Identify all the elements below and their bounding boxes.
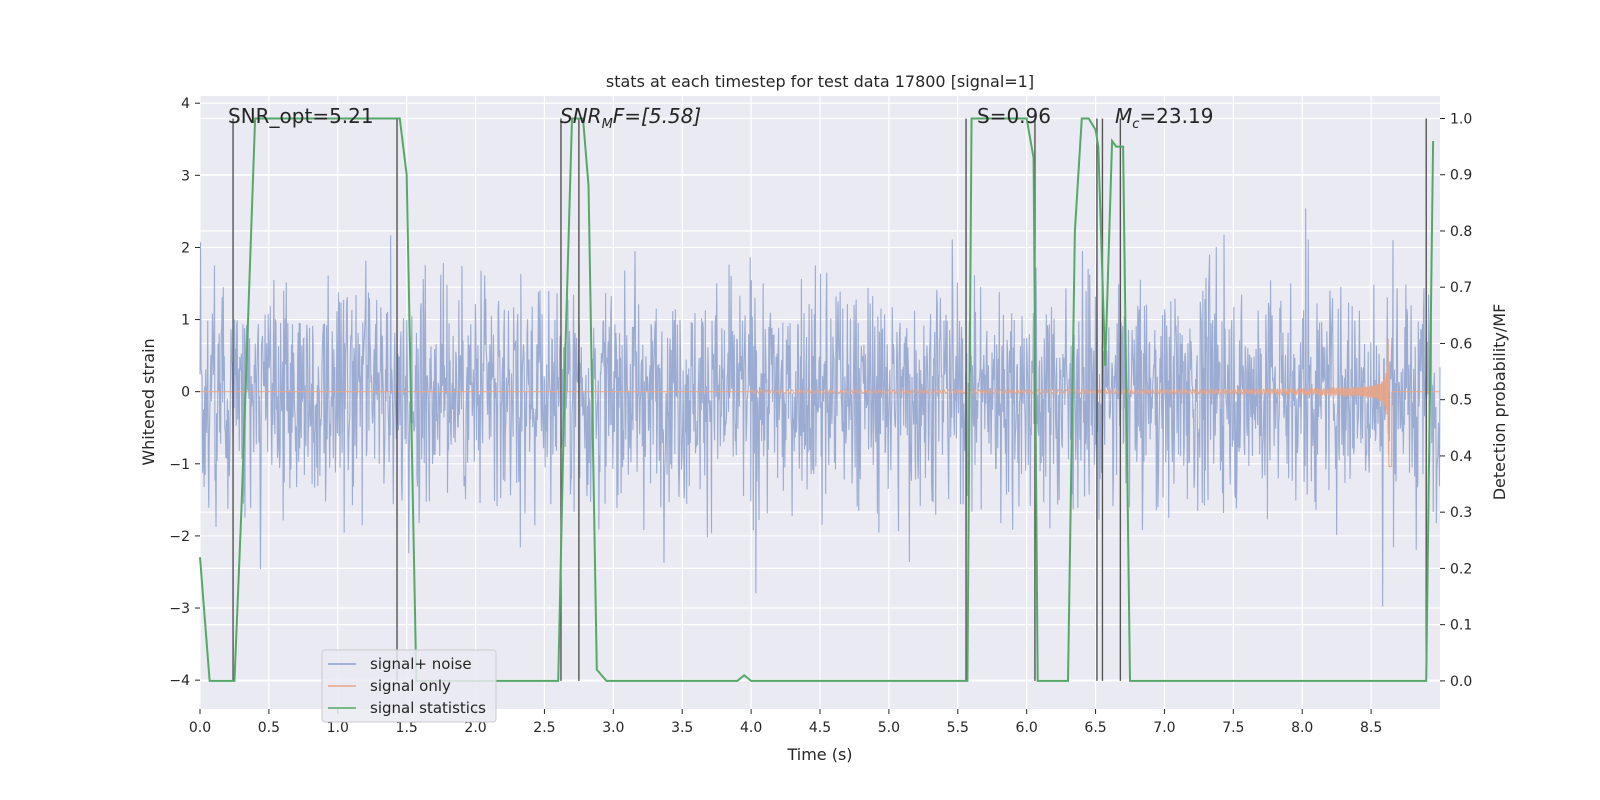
annotation-snr-opt: SNR_opt=5.21 xyxy=(228,104,374,128)
x-tick-label-16: 8.0 xyxy=(1291,720,1313,736)
x-axis-label: Time (s) xyxy=(786,745,852,764)
x-tick-label-14: 7.0 xyxy=(1153,720,1175,736)
y-left-tick-label-8: 4 xyxy=(181,96,190,112)
chart-title: stats at each timestep for test data 178… xyxy=(606,72,1034,91)
x-tick-label-5: 2.5 xyxy=(533,720,555,736)
x-tick-label-8: 4.0 xyxy=(740,720,762,736)
y-left-tick-label-1: −3 xyxy=(169,601,190,617)
signal-statistics-series xyxy=(199,117,1435,682)
y-left-axis-ticks: −4 −3 −2 −1 0 1 2 3 4 xyxy=(169,96,200,689)
y-left-tick-label-6: 2 xyxy=(181,240,190,256)
y-right-tick-label-2: 0.2 xyxy=(1450,561,1472,577)
annotation-mc: Mc=23.19 xyxy=(1115,104,1213,132)
x-tick-label-12: 6.0 xyxy=(1016,720,1038,736)
legend-label-stats: signal statistics xyxy=(370,699,486,717)
x-tick-label-6: 3.0 xyxy=(602,720,624,736)
x-axis-ticks: 0.0 0.5 1.0 1.5 2.0 2.5 3.0 3.5 4.0 4.5 5.0 5.5 6.0 6… xyxy=(189,709,1382,736)
x-tick-label-9: 4.5 xyxy=(809,720,831,736)
y-left-tick-label-2: −2 xyxy=(169,529,190,545)
x-tick-label-3: 1.5 xyxy=(396,720,418,736)
y-left-tick-label-4: 0 xyxy=(181,385,190,401)
signal-statistics-line xyxy=(199,117,1435,682)
y-right-axis-label: Detection probability/MF xyxy=(1490,304,1509,501)
annotation-s: S=0.96 xyxy=(977,104,1051,128)
y-right-tick-label-1: 0.1 xyxy=(1450,618,1472,634)
y-right-tick-label-0: 0.0 xyxy=(1450,674,1472,690)
signal-noise-line xyxy=(199,208,1441,607)
y-right-tick-label-4: 0.4 xyxy=(1450,449,1472,465)
x-tick-label-13: 6.5 xyxy=(1084,720,1106,736)
y-right-tick-label-3: 0.3 xyxy=(1450,505,1472,521)
y-right-tick-label-7: 0.7 xyxy=(1450,280,1472,296)
legend-label-signal: signal only xyxy=(370,677,451,695)
y-left-tick-label-0: −4 xyxy=(169,673,190,689)
y-right-tick-label-10: 1.0 xyxy=(1450,111,1472,127)
y-left-tick-label-5: 1 xyxy=(181,313,190,329)
y-left-tick-label-3: −1 xyxy=(169,457,190,473)
x-tick-label-15: 7.5 xyxy=(1222,720,1244,736)
x-tick-label-11: 5.5 xyxy=(947,720,969,736)
x-tick-label-7: 3.5 xyxy=(671,720,693,736)
y-right-tick-label-6: 0.6 xyxy=(1450,336,1472,352)
signal-only-series xyxy=(200,338,1440,468)
signal-only-line xyxy=(200,338,1440,468)
x-tick-label-2: 1.0 xyxy=(327,720,349,736)
x-tick-label-17: 8.5 xyxy=(1360,720,1382,736)
y-right-axis-ticks: 0.0 0.1 0.2 0.3 0.4 0.5 0.6 0.7 0.8 0.9 1.0 xyxy=(1440,111,1472,690)
x-tick-label-0: 0.0 xyxy=(189,720,211,736)
y-right-tick-label-5: 0.5 xyxy=(1450,393,1472,409)
x-tick-label-1: 0.5 xyxy=(258,720,280,736)
legend: signal+ noise signal only signal statist… xyxy=(321,649,497,723)
legend-box xyxy=(321,649,497,723)
y-right-tick-label-8: 0.8 xyxy=(1450,224,1472,240)
y-left-axis-label: Whitened strain xyxy=(139,338,158,465)
legend-label-noise: signal+ noise xyxy=(370,655,472,673)
y-left-tick-label-7: 3 xyxy=(181,168,190,184)
y-right-tick-label-9: 0.9 xyxy=(1450,168,1472,184)
x-tick-label-10: 5.0 xyxy=(878,720,900,736)
annotation-snr-mf: SNRMF=[5.58] xyxy=(560,104,701,132)
x-tick-label-4: 2.0 xyxy=(464,720,486,736)
signal-noise-series xyxy=(199,208,1441,607)
